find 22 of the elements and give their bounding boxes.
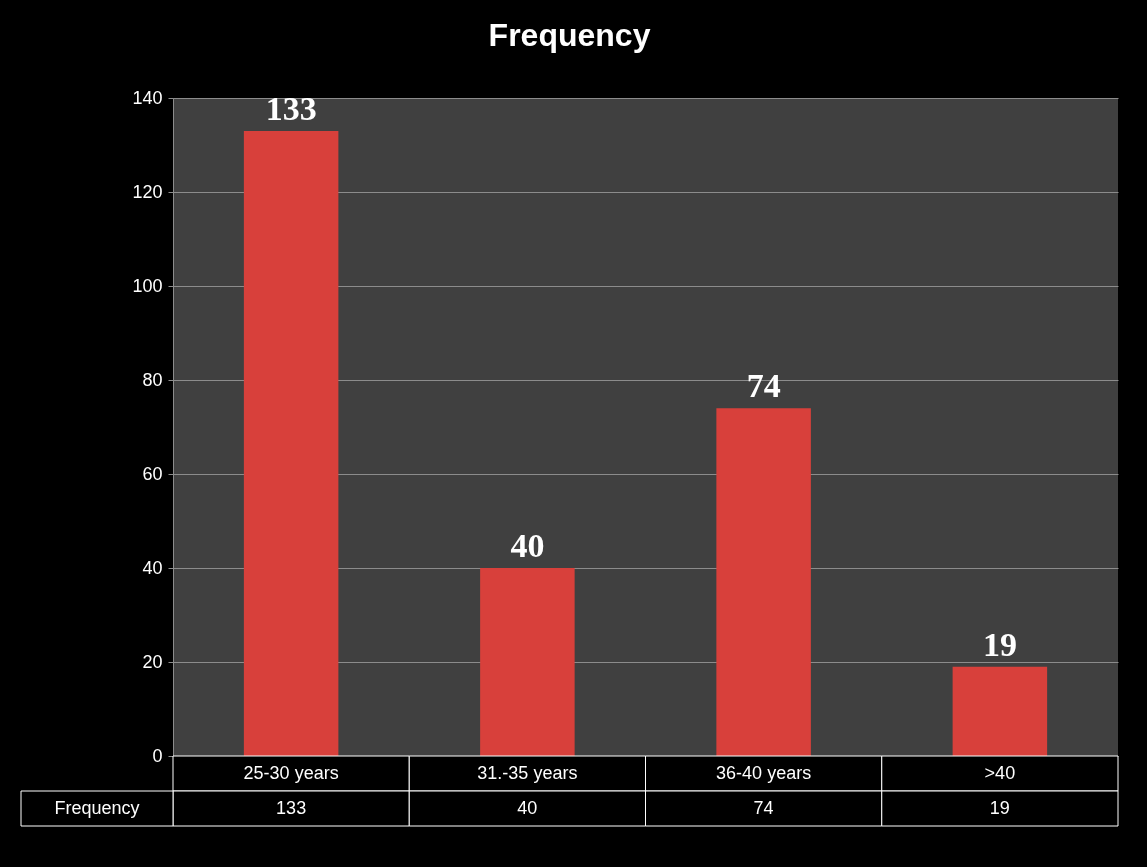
y-tick-label: 120 (132, 181, 163, 202)
chart-title: Frequency (488, 17, 651, 53)
annotation: 133 (265, 89, 317, 127)
data-label: 133 (276, 797, 307, 818)
annotation: 19 (982, 625, 1017, 663)
y-tick-label: 80 (142, 369, 163, 390)
y-tick-label: 140 (132, 87, 163, 108)
y-tick-label: 0 (152, 745, 163, 766)
y-tick-label: 40 (142, 557, 163, 578)
data-label: 74 (753, 797, 774, 818)
y-tick-label: 60 (142, 463, 163, 484)
y-tick-label: 100 (132, 275, 163, 296)
x-tick-label: >40 (984, 762, 1016, 783)
data-label: 19 (989, 797, 1010, 818)
data-label: 40 (517, 797, 538, 818)
x-tick-label: 25-30 years (243, 762, 339, 783)
annotation: 40 (510, 527, 545, 564)
x-tick-label: 36-40 years (716, 762, 812, 783)
annotation: 74 (746, 367, 781, 405)
text: Frequency (54, 797, 140, 818)
y-tick-label: 20 (142, 651, 163, 672)
x-tick-label: 31.-35 years (477, 762, 578, 783)
